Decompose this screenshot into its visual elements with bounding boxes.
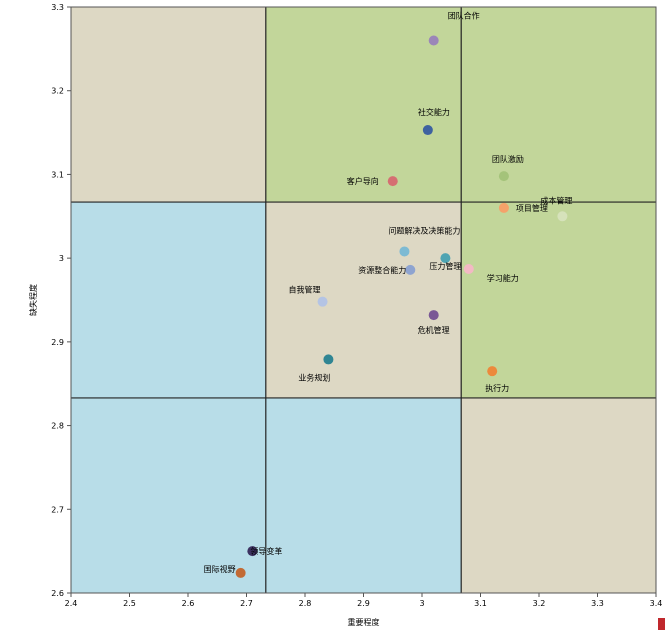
data-point [323, 354, 334, 365]
y-tick-label: 3.3 [51, 3, 64, 12]
quadrant-cell [265, 202, 462, 398]
x-tick-label: 3 [419, 599, 424, 608]
x-tick-label: 2.4 [65, 599, 78, 608]
point-label: 社交能力 [418, 107, 450, 117]
x-tick-label: 3.2 [533, 599, 546, 608]
data-point [440, 253, 451, 264]
quadrant-backgrounds [71, 7, 656, 593]
quadrant-cell [265, 7, 462, 203]
axes: 2.4 2.5 2.6 2.7 2.8 2.9 3 3.1 3.2 3.3 3.4 2.6 2.7 2.8… [51, 3, 662, 608]
data-point [428, 35, 439, 46]
data-point [463, 264, 474, 275]
point-label: 资源整合能力 [358, 265, 406, 275]
data-points [235, 35, 568, 578]
y-tick-label: 2.7 [51, 505, 64, 514]
x-tick-label: 2.9 [357, 599, 370, 608]
data-point [498, 171, 509, 182]
quadrant-cell [71, 202, 266, 398]
point-label: 压力管理 [429, 261, 461, 271]
data-point [498, 202, 509, 213]
data-point [387, 176, 398, 187]
point-label: 执行力 [485, 383, 509, 393]
data-point [317, 296, 328, 307]
x-tick-label: 2.7 [240, 599, 253, 608]
data-point [405, 264, 416, 275]
x-tick-label: 2.6 [182, 599, 195, 608]
quadrant-cell [461, 202, 656, 398]
data-point [235, 567, 246, 578]
point-label: 领导变革 [250, 546, 282, 556]
point-label: 成本管理 [540, 195, 572, 205]
point-label: 团队合作 [448, 10, 480, 20]
data-point [247, 546, 258, 557]
corner-marker [658, 618, 665, 630]
point-label: 学习能力 [487, 273, 519, 283]
quadrant-cell [71, 7, 266, 203]
data-point [422, 125, 433, 136]
y-tick-label: 2.6 [51, 589, 64, 598]
x-tick-label: 3.3 [591, 599, 604, 608]
point-label: 团队激励 [492, 154, 524, 164]
x-tick-label: 2.8 [299, 599, 312, 608]
y-tick-label: 2.9 [51, 338, 64, 347]
quadrant-cell [461, 397, 656, 593]
quadrant-dividers [71, 7, 656, 593]
data-point [428, 310, 439, 321]
y-tick-label: 3.1 [51, 170, 64, 179]
quadrant-cell [265, 397, 462, 593]
quadrant-cell [461, 7, 656, 203]
y-axis-title: 缺失程度 [28, 284, 38, 316]
y-tick-label: 3.2 [51, 87, 64, 96]
point-label: 问题解决及决策能力 [388, 225, 460, 235]
x-tick-label: 3.1 [474, 599, 487, 608]
y-tick-label: 3 [59, 254, 64, 263]
data-point [487, 366, 498, 377]
point-label: 项目管理 [516, 203, 548, 213]
point-label: 客户导向 [347, 176, 379, 186]
y-tick-label: 2.8 [51, 422, 64, 431]
x-axis-title: 重要程度 [348, 617, 380, 627]
point-label: 自我管理 [289, 285, 321, 295]
x-tick-label: 3.4 [650, 599, 663, 608]
data-point [399, 246, 410, 257]
x-tick-label: 2.5 [123, 599, 136, 608]
point-label: 危机管理 [418, 325, 450, 335]
point-label: 国际视野 [204, 564, 236, 574]
quadrant-cell [71, 397, 266, 593]
point-label: 业务规划 [298, 372, 330, 382]
data-point [557, 211, 568, 222]
